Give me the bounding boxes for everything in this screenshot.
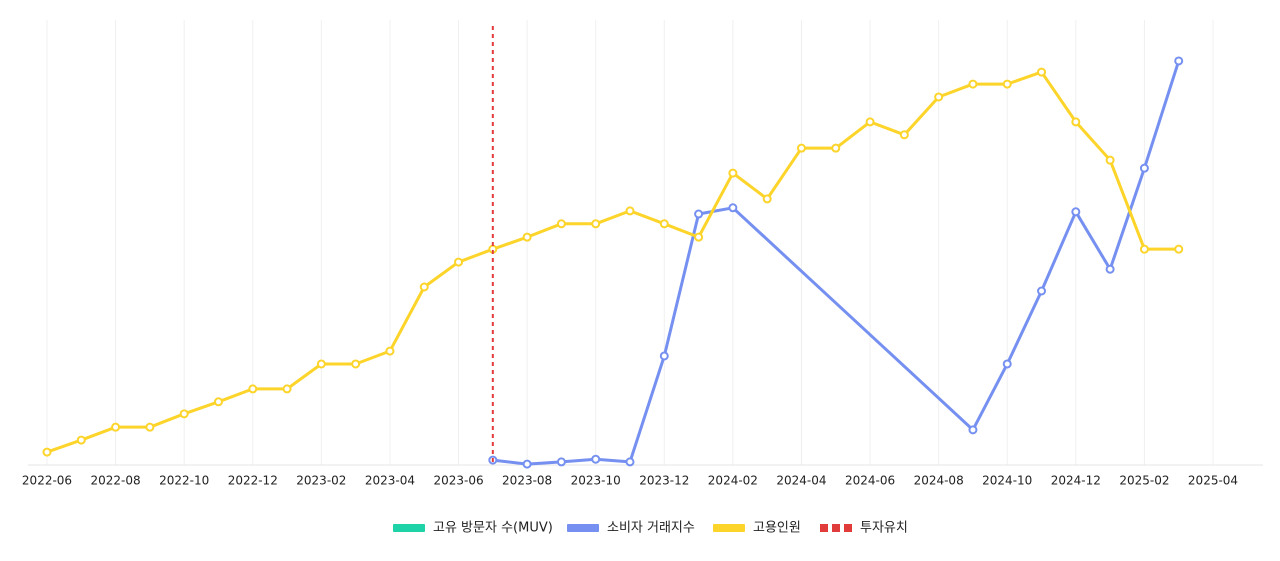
data-point [282, 384, 292, 394]
x-tick-label: 2023-04 [365, 474, 415, 488]
data-point [145, 422, 155, 432]
x-tick-label: 2023-12 [639, 474, 689, 488]
data-point [385, 346, 395, 356]
x-tick-label: 2024-10 [982, 474, 1032, 488]
data-point [694, 232, 704, 242]
data-point [1139, 244, 1149, 254]
data-point [796, 143, 806, 153]
legend-label: 고용인원 [753, 521, 801, 536]
x-tick-label: 2024-04 [776, 474, 826, 488]
data-point [625, 457, 635, 467]
x-tick-label: 2024-08 [914, 474, 964, 488]
x-tick-label: 2023-02 [296, 474, 346, 488]
legend-swatch [393, 524, 425, 532]
data-point [1105, 264, 1115, 274]
legend-label: 투자유치 [860, 521, 908, 536]
data-point [659, 351, 669, 361]
data-point [351, 359, 361, 369]
data-point [1071, 207, 1081, 217]
legend-swatch [820, 524, 828, 532]
data-point [934, 92, 944, 102]
x-tick-label: 2022-12 [228, 474, 278, 488]
data-point [865, 117, 875, 127]
data-point [1002, 359, 1012, 369]
data-point [419, 282, 429, 292]
data-point [316, 359, 326, 369]
x-tick-label: 2024-06 [845, 474, 895, 488]
data-point [522, 459, 532, 469]
data-point [625, 206, 635, 216]
legend-swatch [844, 524, 852, 532]
data-point [556, 219, 566, 229]
x-tick-label: 2025-04 [1188, 474, 1238, 488]
data-point [1002, 79, 1012, 89]
data-point [728, 203, 738, 213]
x-tick-label: 2025-02 [1119, 474, 1169, 488]
x-tick-label: 2022-10 [159, 474, 209, 488]
x-tick-label: 2024-12 [1051, 474, 1101, 488]
data-point [728, 168, 738, 178]
data-point [1139, 163, 1149, 173]
legend-swatch [832, 524, 840, 532]
legend-label: 소비자 거래지수 [607, 521, 695, 536]
data-point [111, 422, 121, 432]
x-tick-label: 2024-02 [708, 474, 758, 488]
data-point [591, 219, 601, 229]
data-point [179, 409, 189, 419]
x-tick-label: 2022-08 [91, 474, 141, 488]
data-point [1174, 56, 1184, 66]
data-point [454, 257, 464, 267]
data-point [1105, 155, 1115, 165]
data-point [831, 143, 841, 153]
series-line [46, 70, 1179, 454]
data-point [522, 232, 532, 242]
x-tick-label: 2023-06 [433, 474, 483, 488]
data-point [42, 447, 52, 457]
x-tick-label: 2023-10 [571, 474, 621, 488]
legend-label: 고유 방문자 수(MUV) [433, 521, 553, 536]
data-point [248, 384, 258, 394]
legend-swatch [713, 524, 745, 532]
legend-swatch [567, 524, 599, 532]
data-point [659, 219, 669, 229]
data-point [968, 425, 978, 435]
data-point [1071, 117, 1081, 127]
data-point [968, 79, 978, 89]
data-point [76, 435, 86, 445]
data-point [1037, 286, 1047, 296]
data-point [556, 457, 566, 467]
data-point [899, 130, 909, 140]
x-tick-label: 2023-08 [502, 474, 552, 488]
data-point [762, 194, 772, 204]
data-point [213, 397, 223, 407]
data-point [694, 209, 704, 219]
data-point [591, 454, 601, 464]
data-point [1174, 244, 1184, 254]
x-tick-label: 2022-06 [22, 474, 72, 488]
data-point [1037, 67, 1047, 77]
